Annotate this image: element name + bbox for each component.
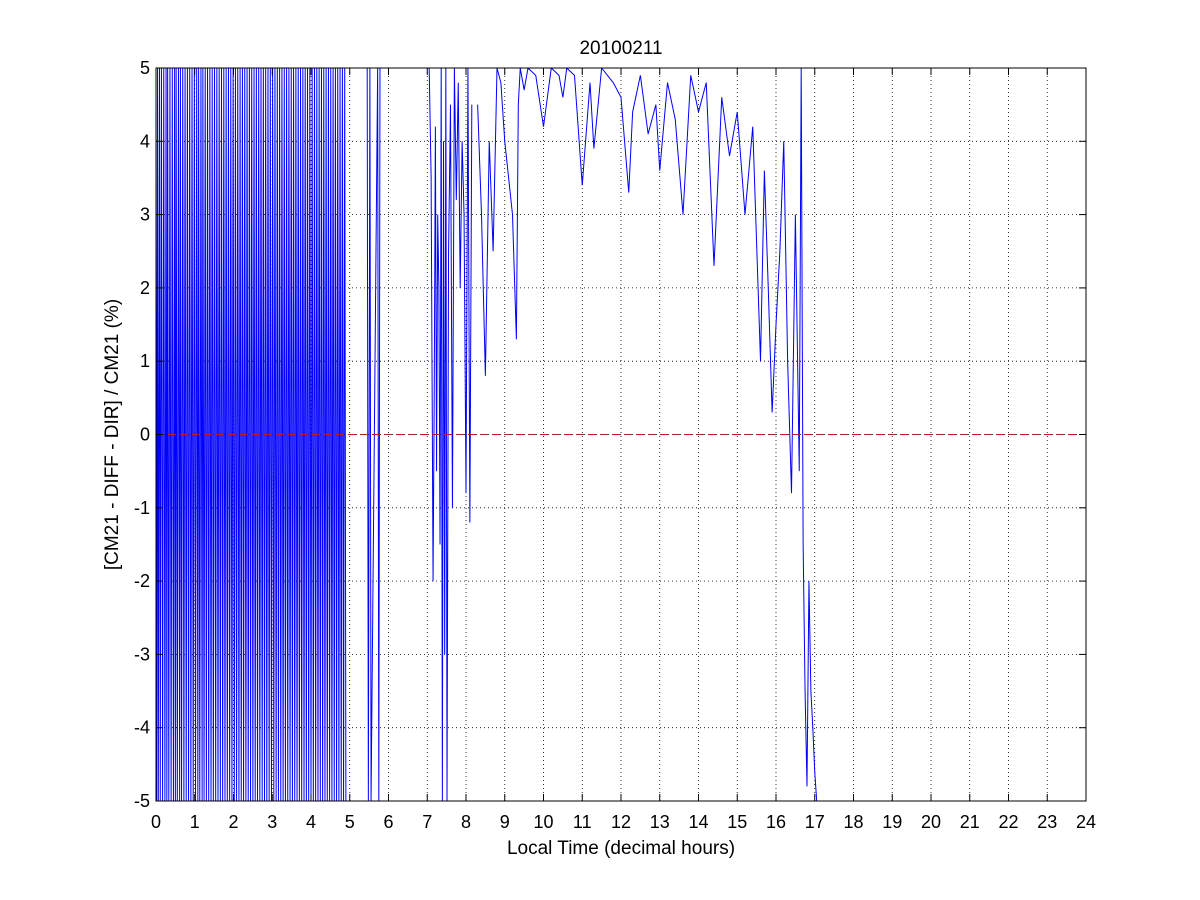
- y-axis-label: [CM21 - DIFF - DIR] / CM21 (%): [102, 299, 123, 570]
- series-line-segment: [477, 68, 818, 801]
- y-tick-label: -1: [134, 498, 150, 518]
- x-tick-label: 1: [190, 812, 200, 832]
- y-tick-label: 3: [140, 205, 150, 225]
- y-tick-label: -4: [134, 718, 150, 738]
- x-tick-label: 3: [267, 812, 277, 832]
- x-tick-label: 0: [151, 812, 161, 832]
- x-tick-label: 4: [306, 812, 316, 832]
- x-tick-label: 24: [1076, 812, 1096, 832]
- y-tick-label: 4: [140, 131, 150, 151]
- y-tick-label: -2: [134, 571, 150, 591]
- x-tick-label: 13: [650, 812, 670, 832]
- x-tick-label: 20: [921, 812, 941, 832]
- chart-title: 20100211: [579, 38, 662, 59]
- x-tick-label: 21: [960, 812, 980, 832]
- y-tick-labels: -5 -4 -3 -2 -1 0 1 2 3 4 5: [134, 58, 150, 811]
- x-tick-label: 11: [573, 812, 592, 832]
- y-tick-label: 0: [140, 425, 150, 445]
- x-tick-label: 10: [533, 812, 553, 832]
- x-tick-label: 7: [422, 812, 432, 832]
- x-tick-label: 2: [228, 812, 238, 832]
- tick-marks: [155, 67, 1087, 802]
- x-tick-label: 23: [1037, 812, 1057, 832]
- x-tick-label: 19: [882, 812, 902, 832]
- series-line-segment: [156, 68, 347, 801]
- x-tick-label: 5: [345, 812, 355, 832]
- x-tick-label: 17: [805, 812, 825, 832]
- x-tick-label: 18: [843, 812, 863, 832]
- x-tick-label: 6: [383, 812, 393, 832]
- x-tick-label: 22: [998, 812, 1018, 832]
- x-tick-label: 9: [500, 812, 510, 832]
- x-tick-labels: 0 1 2 3 4 5 6 7 8 9 10 11 12 13 14 15 16 17 18 19 20 21 22 23 24: [151, 812, 1096, 832]
- x-tick-label: 16: [766, 812, 786, 832]
- y-tick-label: -5: [134, 791, 150, 811]
- x-axis-label: Local Time (decimal hours): [507, 838, 735, 859]
- x-tick-label: 15: [727, 812, 747, 832]
- x-tick-label: 14: [688, 812, 708, 832]
- y-tick-label: 1: [140, 351, 150, 371]
- grid: [156, 68, 1086, 801]
- y-tick-label: -3: [134, 644, 150, 664]
- x-tick-label: 12: [611, 812, 631, 832]
- x-tick-label: 8: [461, 812, 471, 832]
- y-tick-label: 2: [140, 278, 150, 298]
- y-tick-label: 5: [140, 58, 150, 78]
